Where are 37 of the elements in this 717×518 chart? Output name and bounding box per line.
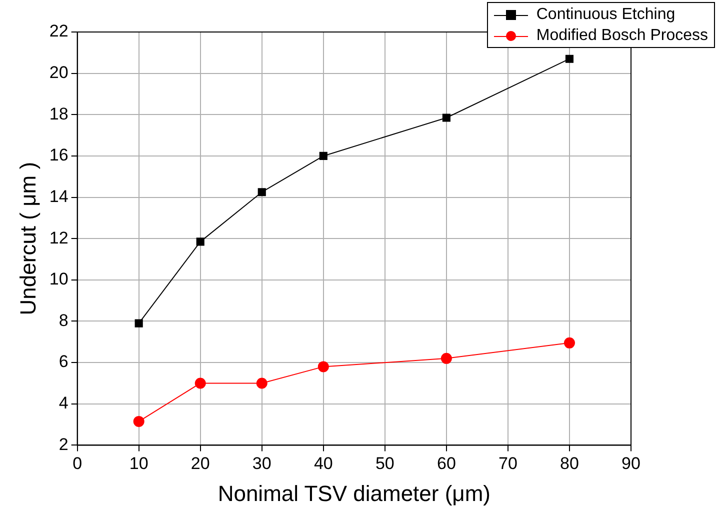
x-tick-label: 0 xyxy=(72,454,82,474)
y-tick-label: 4 xyxy=(58,394,68,413)
y-tick-label: 2 xyxy=(58,434,68,454)
point xyxy=(565,54,574,63)
x-tick-label: 90 xyxy=(622,454,640,474)
y-tick-label: 6 xyxy=(58,352,68,372)
point xyxy=(440,352,452,364)
point xyxy=(258,188,266,196)
x-tick-label: 60 xyxy=(436,454,456,474)
x-tick-label: 50 xyxy=(375,454,394,474)
x-tick-label: 80 xyxy=(560,454,579,474)
point xyxy=(256,378,268,389)
y-tick-label: 14 xyxy=(49,186,68,206)
point xyxy=(134,319,143,328)
x-tick-label: 10 xyxy=(129,454,148,474)
x-tick-label: 40 xyxy=(314,454,333,474)
point xyxy=(133,416,144,427)
y-axis-title: Undercut ( μm ) xyxy=(15,162,40,316)
y-tick-label: 20 xyxy=(49,63,68,82)
y-tick-label: 22 xyxy=(49,22,68,41)
x-tick-label: 20 xyxy=(190,454,210,474)
y-tick-label: 12 xyxy=(49,228,68,248)
point xyxy=(196,238,204,246)
point xyxy=(318,361,329,372)
y-tick-label: 18 xyxy=(49,104,68,124)
legend-label: Continuous Etching xyxy=(536,6,676,24)
y-tick-label: 16 xyxy=(49,146,68,165)
point xyxy=(564,337,575,348)
y-tick-label: 8 xyxy=(58,310,68,330)
y-tick-label: 10 xyxy=(49,270,68,289)
point xyxy=(442,114,450,122)
legend-label: Modified Bosch Process xyxy=(536,26,708,44)
x-axis-title: Nonimal TSV diameter (μm) xyxy=(218,480,490,506)
point xyxy=(319,152,328,160)
x-tick-label: 30 xyxy=(252,454,272,474)
x-tick-label: 70 xyxy=(498,454,518,474)
point xyxy=(194,378,206,389)
